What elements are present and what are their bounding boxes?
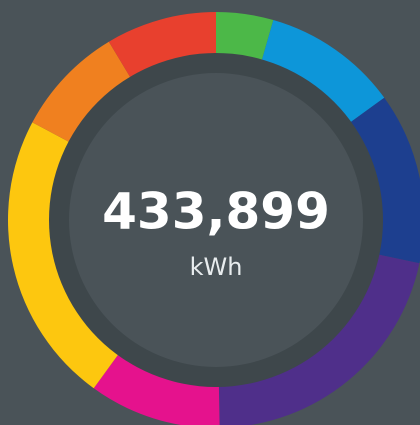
ring-segment: [108, 12, 216, 78]
ring-segment: [261, 20, 385, 123]
ring-segment: [216, 12, 274, 61]
ring-segment: [32, 41, 131, 143]
ring-segment: [350, 97, 420, 264]
ring-segment: [8, 122, 119, 389]
inner-circle: [69, 73, 363, 367]
reading-unit: kWh: [190, 253, 243, 281]
color-ring: [8, 12, 420, 425]
ring-segment: [93, 354, 220, 425]
reading-value: 433,899: [102, 183, 330, 241]
ring-segment: [218, 254, 420, 425]
